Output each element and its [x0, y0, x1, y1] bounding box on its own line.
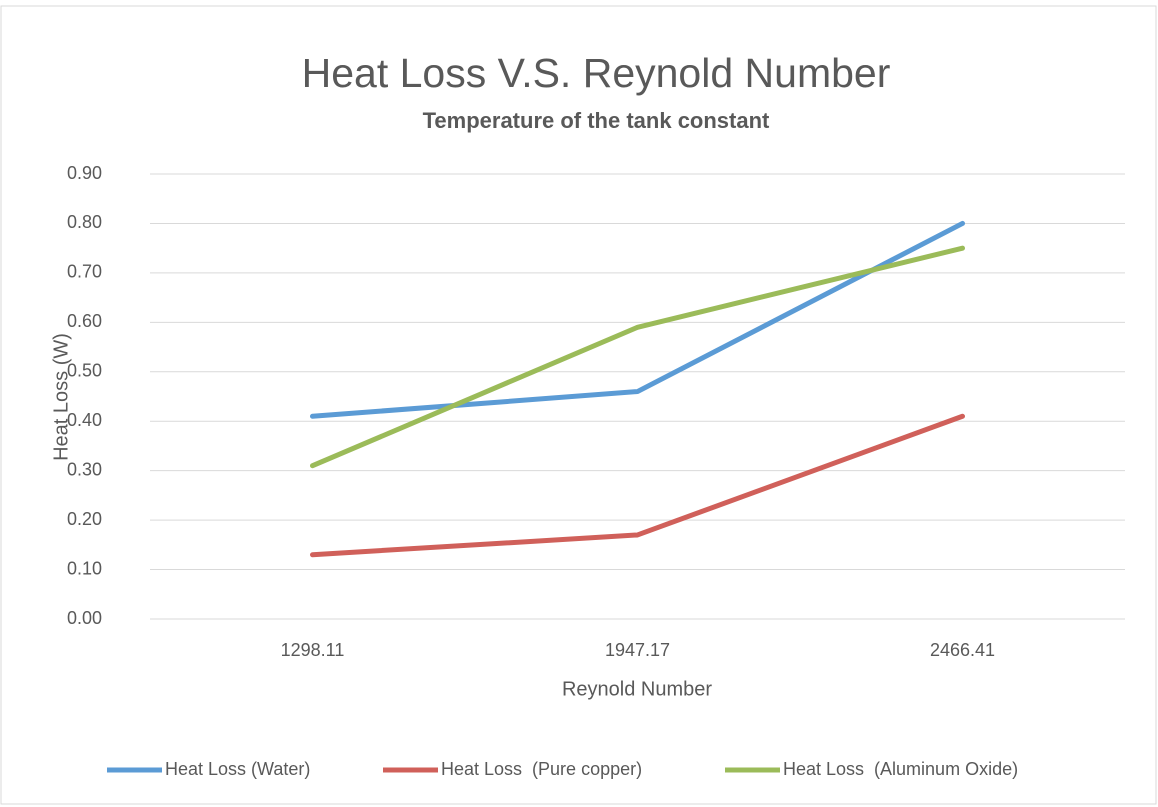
y-tick-label: 0.00: [67, 608, 102, 628]
y-tick-label: 0.40: [67, 410, 102, 430]
y-tick-label: 0.80: [67, 212, 102, 232]
chart-subtitle: Temperature of the tank constant: [423, 108, 770, 133]
y-tick-label: 0.20: [67, 509, 102, 529]
legend-label: Heat Loss (Pure copper): [441, 759, 642, 779]
y-tick-label: 0.60: [67, 311, 102, 331]
y-axis-label: Heat Loss (W): [50, 333, 72, 461]
data-line: [310, 245, 965, 469]
x-tick-label: 2466.41: [930, 640, 995, 660]
legend-label: Heat Loss (Water): [165, 759, 310, 779]
legend-label: Heat Loss (Aluminum Oxide): [783, 759, 1018, 779]
y-tick-label: 0.70: [67, 262, 102, 282]
y-tick-label: 0.10: [67, 558, 102, 578]
y-tick-label: 0.90: [67, 163, 102, 183]
data-line: [310, 413, 965, 558]
x-tick-label: 1947.17: [605, 640, 670, 660]
x-axis-label: Reynold Number: [562, 678, 712, 700]
y-tick-label: 0.50: [67, 361, 102, 381]
x-tick-label: 1298.11: [281, 640, 345, 660]
chart-title: Heat Loss V.S. Reynold Number: [302, 50, 891, 96]
y-tick-label: 0.30: [67, 459, 102, 479]
chart-border: [0, 5, 1157, 805]
data-line: [310, 220, 965, 419]
